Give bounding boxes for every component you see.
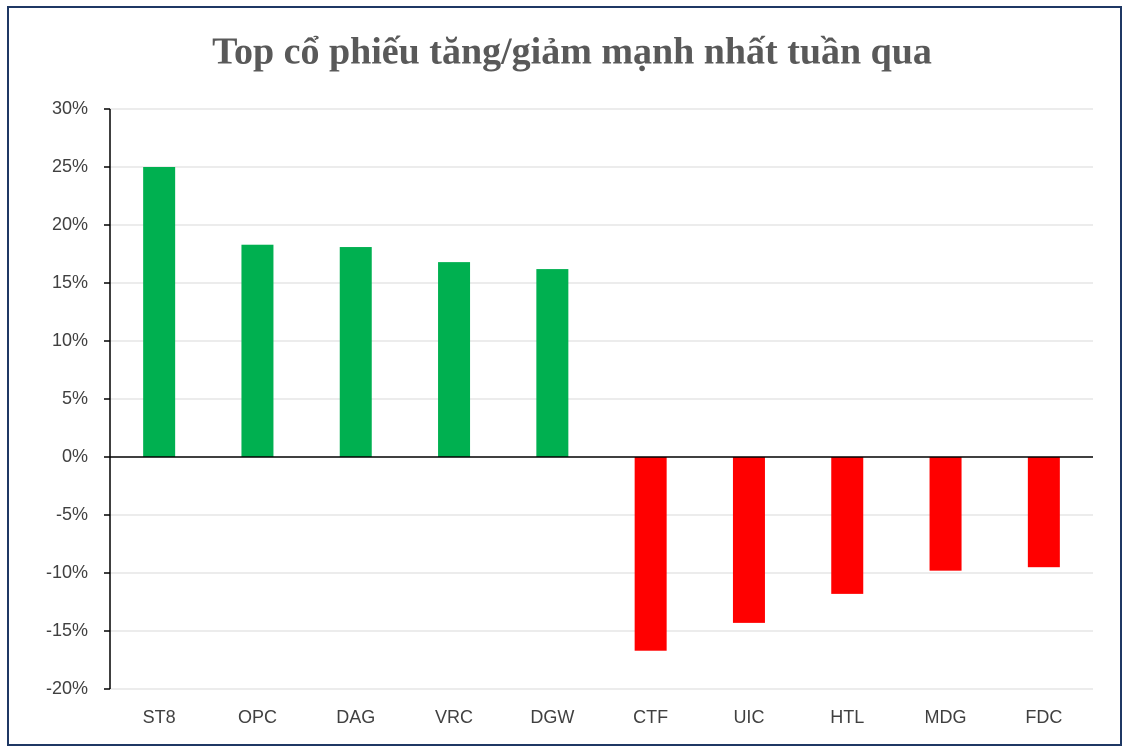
- bar: [634, 457, 667, 651]
- y-tick-label: 10%: [52, 330, 88, 350]
- bar: [929, 457, 962, 571]
- y-tick-label: -5%: [56, 504, 88, 524]
- x-tick-label: DAG: [336, 707, 375, 727]
- y-tick-label: -20%: [46, 678, 88, 698]
- x-tick-label: FDC: [1025, 707, 1062, 727]
- y-tick-label: 0%: [62, 446, 88, 466]
- x-tick-label: OPC: [238, 707, 277, 727]
- y-tick-label: 15%: [52, 272, 88, 292]
- bar: [1027, 457, 1060, 568]
- bar: [536, 269, 569, 457]
- x-tick-label: VRC: [435, 707, 473, 727]
- y-tick-label: 25%: [52, 156, 88, 176]
- x-tick-label: UIC: [733, 707, 764, 727]
- bar: [438, 262, 471, 457]
- x-tick-label: DGW: [530, 707, 574, 727]
- bar: [831, 457, 864, 594]
- y-tick-label: -10%: [46, 562, 88, 582]
- x-tick-label: MDG: [925, 707, 967, 727]
- y-tick-label: -15%: [46, 620, 88, 640]
- x-tick-label: CTF: [633, 707, 668, 727]
- bar: [732, 457, 765, 623]
- y-tick-label: 30%: [52, 98, 88, 118]
- y-tick-label: 5%: [62, 388, 88, 408]
- chart-title: Top cổ phiếu tăng/giảm mạnh nhất tuần qu…: [212, 31, 932, 73]
- y-tick-label: 20%: [52, 214, 88, 234]
- x-tick-label: HTL: [830, 707, 864, 727]
- bar: [339, 247, 372, 457]
- bar: [143, 167, 176, 457]
- x-tick-label: ST8: [143, 707, 176, 727]
- bar: [241, 244, 274, 457]
